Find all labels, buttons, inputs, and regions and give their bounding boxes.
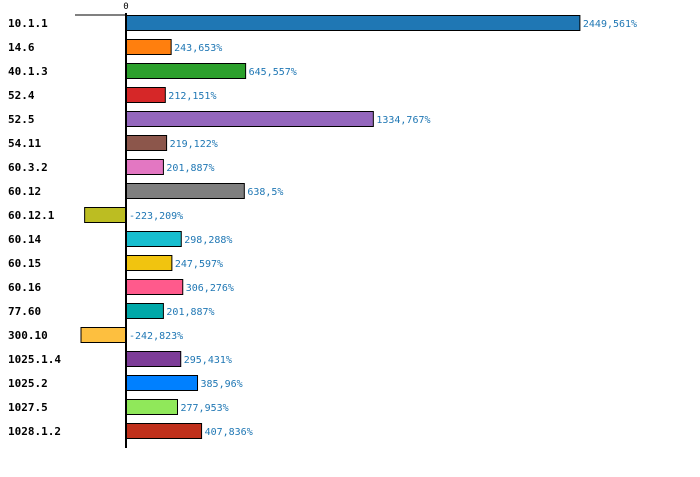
bar — [125, 111, 374, 127]
bar — [125, 399, 179, 415]
category-label: 60.16 — [8, 281, 41, 294]
category-label: 40.1.3 — [8, 65, 48, 78]
category-label: 54.11 — [8, 137, 41, 150]
category-label: 52.5 — [8, 113, 35, 126]
category-label: 10.1.1 — [8, 17, 48, 30]
category-label: 77.60 — [8, 305, 41, 318]
bar — [125, 423, 203, 439]
bar — [125, 375, 199, 391]
category-label: 300.10 — [8, 329, 48, 342]
category-label: 1025.1.4 — [8, 353, 61, 366]
value-label: 645,557% — [249, 67, 297, 78]
bar — [80, 327, 127, 343]
bar — [125, 279, 184, 295]
category-label: 60.14 — [8, 233, 41, 246]
bar — [125, 255, 173, 271]
bar — [125, 87, 166, 103]
bar — [125, 159, 164, 175]
value-label: -242,823% — [129, 331, 183, 342]
value-label: 407,836% — [205, 427, 253, 438]
x-tick-label-zero: 0 — [123, 2, 128, 12]
value-label: 306,276% — [186, 283, 234, 294]
value-label: 201,887% — [166, 307, 214, 318]
bar — [125, 183, 245, 199]
value-label: 638,5% — [247, 187, 283, 198]
category-label: 52.4 — [8, 89, 35, 102]
value-label: -223,209% — [129, 211, 183, 222]
value-label: 243,653% — [174, 43, 222, 54]
value-label: 385,96% — [201, 379, 243, 390]
bar — [125, 303, 164, 319]
value-label: 201,887% — [166, 163, 214, 174]
category-label: 60.3.2 — [8, 161, 48, 174]
bar — [125, 351, 182, 367]
category-label: 60.15 — [8, 257, 41, 270]
category-label: 14.6 — [8, 41, 35, 54]
bar — [125, 15, 581, 31]
category-label: 1025.2 — [8, 377, 48, 390]
value-label: 298,288% — [184, 235, 232, 246]
value-label: 219,122% — [170, 139, 218, 150]
value-label: 2449,561% — [583, 19, 637, 30]
bar — [84, 207, 127, 223]
bar — [125, 231, 182, 247]
value-label: 1334,767% — [376, 115, 430, 126]
bar — [125, 135, 168, 151]
bar — [125, 39, 172, 55]
category-label: 1027.5 — [8, 401, 48, 414]
value-label: 277,953% — [181, 403, 229, 414]
value-label: 295,431% — [184, 355, 232, 366]
bar — [125, 63, 247, 79]
category-label: 1028.1.2 — [8, 425, 61, 438]
value-label: 247,597% — [175, 259, 223, 270]
category-label: 60.12.1 — [8, 209, 55, 222]
value-label: 212,151% — [168, 91, 216, 102]
category-label: 60.12 — [8, 185, 41, 198]
